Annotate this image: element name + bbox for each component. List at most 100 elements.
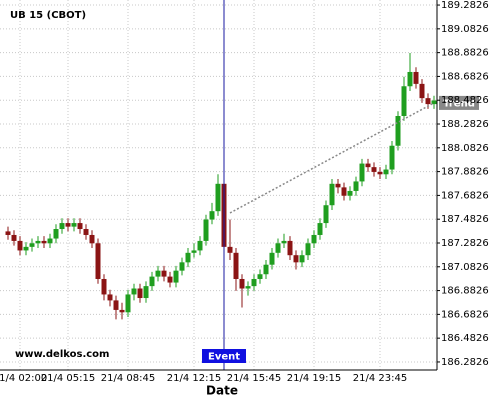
trend-line [229,102,435,214]
candle-body [5,231,11,235]
candle-body [359,163,365,182]
y-tick-label: 189.2826 [441,0,489,11]
x-tick-label: 21/4 23:45 [353,373,407,384]
candle-body [233,252,239,279]
candle-body [263,264,269,275]
candle-body [29,243,35,247]
candle-body [281,240,287,244]
candle-body [215,183,221,212]
event-label-box [202,349,246,363]
candle-body [77,223,83,230]
watermark: www.delkos.com [15,349,109,360]
y-tick-label: 188.4826 [441,95,489,106]
candle-body [365,163,371,168]
x-tick-label: 21/4 15:45 [227,373,281,384]
candle-body [209,211,215,220]
candle-body [329,183,335,206]
candle-body [173,270,179,283]
candle-body [119,309,125,313]
candle-body [377,171,383,175]
candle-body [323,205,329,224]
grid [0,0,437,370]
candle-body [293,255,299,263]
candle-body [413,71,419,84]
candle-body [125,294,131,313]
y-tick-label: 186.4826 [441,333,489,344]
candle-body [59,223,65,230]
candle-body [431,100,437,105]
candle-body [425,98,431,105]
candle-body [407,71,413,87]
candle-body [143,286,149,299]
candle-body [269,252,275,265]
chart-title: UB 15 (CBOT) [10,10,86,21]
candle-body [113,300,119,310]
overlay: Event Trend [202,0,479,370]
candle-body [239,278,245,289]
candle-body [185,252,191,263]
candle-body [23,246,29,251]
candle-body [395,115,401,146]
candle-body [17,240,23,251]
candle-body [371,167,377,172]
candle-body [53,229,59,239]
y-tick-label: 187.0826 [441,262,489,273]
y-tick-label: 188.0826 [441,143,489,154]
y-tick-label: 187.8826 [441,167,489,178]
candle-body [383,169,389,175]
candle-body [251,278,257,287]
candle-body [203,219,209,241]
y-tick-label: 187.2826 [441,238,489,249]
candle-body [257,274,263,279]
candle-body [341,187,347,196]
candle-body [41,240,47,244]
trend-label-box [439,95,479,110]
candle-body [71,223,77,227]
candle-body [179,262,185,271]
y-tick-label: 187.4826 [441,214,489,225]
candle-body [131,288,137,295]
y-tick-label: 186.6826 [441,309,489,320]
candle-body [401,86,407,116]
x-axis-title: Date [206,384,238,398]
candle-body [191,250,197,253]
candle-body [107,294,113,301]
candle-body [11,234,17,241]
x-tick-label: 21/4 08:45 [101,373,155,384]
y-tick-label: 186.8826 [441,286,489,297]
candle-body [167,276,173,283]
candle-body [95,243,101,279]
candle-body [419,83,425,99]
y-tick-label: 189.0826 [441,24,489,35]
candle-body [275,243,281,253]
candle-body [65,223,71,227]
candle-body [137,288,143,299]
candle-body [83,229,89,235]
candle-body [347,190,353,196]
x-tick-label: 21/4 19:15 [287,373,341,384]
trend-label: Trend [443,98,475,109]
candle-body [47,238,53,244]
candle-body [317,223,323,235]
candle-body [35,240,41,244]
candle-body [335,183,341,188]
candle-body [227,246,233,253]
y-tick-label: 187.6826 [441,190,489,201]
x-tick-label: 21/4 05:15 [41,373,95,384]
candle-body [245,286,251,289]
candle-body [101,278,107,295]
candle-body [89,234,95,244]
candle-body [197,240,203,251]
candle-body [149,276,155,287]
candle-body [389,145,395,170]
event-label: Event [208,352,240,363]
candle-body [353,181,359,191]
x-tick-label: 21/4 02:00 [0,373,47,384]
y-tick-label: 188.6826 [441,71,489,82]
candle-body [155,270,161,277]
y-tick-label: 188.8826 [441,48,489,59]
y-tick-label: 186.2826 [441,357,489,368]
candle-body [287,240,293,256]
